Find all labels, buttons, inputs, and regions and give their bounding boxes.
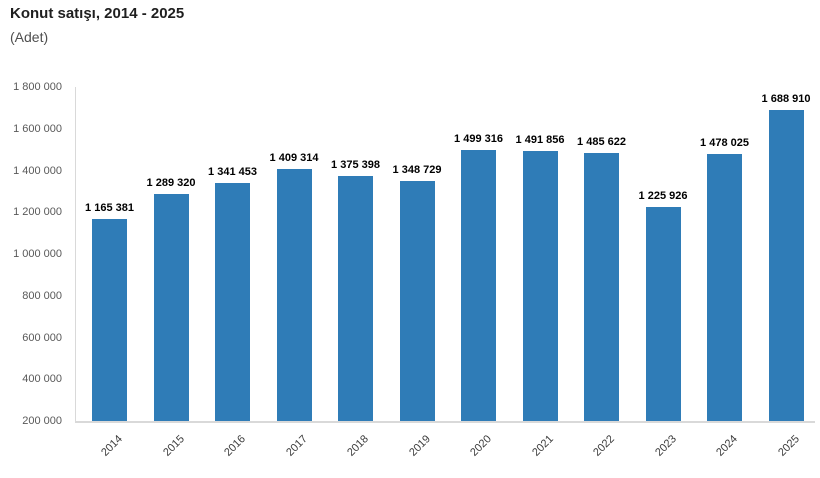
data-label-2014: 1 165 381: [85, 202, 134, 215]
x-axis-label-2021: 2021: [529, 433, 556, 459]
x-axis-label-2023: 2023: [652, 433, 679, 459]
chart-subtitle: (Adet): [10, 29, 49, 45]
data-label-2018: 1 375 398: [331, 158, 380, 171]
chart-title: Konut satışı, 2014 - 2025: [10, 5, 185, 22]
y-axis-tick-label: 200 000: [22, 415, 62, 427]
data-label-2015: 1 289 320: [146, 176, 196, 189]
x-axis-label-2020: 2020: [468, 433, 494, 459]
bar-2014[interactable]: [92, 219, 127, 421]
y-axis-tick-label: 800 000: [22, 289, 62, 302]
y-axis-tick-label: 1 400 000: [13, 164, 62, 177]
bar-2025[interactable]: [768, 110, 804, 421]
x-axis-label-2018: 2018: [345, 433, 371, 459]
bar-2020[interactable]: [461, 149, 496, 421]
x-axis-label-2019: 2019: [406, 433, 433, 459]
bar-2023[interactable]: [645, 206, 681, 421]
x-axis-label-2022: 2022: [591, 433, 617, 459]
y-axis-tick-label: 1 600 000: [13, 122, 62, 135]
x-axis-label-2014: 2014: [99, 433, 125, 459]
data-label-2024: 1 478 025: [700, 137, 749, 150]
y-axis-tick-label: 1 800 000: [13, 81, 62, 93]
bar-2015[interactable]: [153, 193, 189, 421]
bar-2019[interactable]: [399, 181, 435, 421]
y-axis-tick-label: 600 000: [22, 331, 62, 344]
bar-2016[interactable]: [215, 182, 250, 421]
data-label-2020: 1 499 316: [454, 132, 503, 145]
y-axis-line: [75, 87, 76, 422]
x-axis-label-2016: 2016: [222, 433, 248, 459]
data-label-2016: 1 341 453: [208, 165, 257, 178]
x-axis-line: [75, 421, 815, 423]
bar-2022[interactable]: [584, 152, 619, 421]
x-axis-label-2024: 2024: [714, 433, 740, 459]
data-label-2025: 1 688 910: [761, 93, 811, 106]
x-axis-label-2025: 2025: [775, 433, 802, 459]
y-axis-tick-label: 1 200 000: [13, 206, 62, 219]
data-label-2017: 1 409 314: [269, 151, 319, 164]
y-axis-tick-label: 1 000 000: [13, 248, 62, 260]
data-label-2019: 1 348 729: [392, 164, 442, 177]
data-label-2021: 1 491 856: [515, 134, 565, 147]
bar-2024[interactable]: [707, 154, 742, 421]
x-axis-label-2017: 2017: [283, 433, 310, 459]
data-label-2022: 1 485 622: [577, 135, 626, 148]
data-label-2023: 1 225 926: [638, 189, 688, 202]
bar-2018[interactable]: [338, 175, 373, 421]
bar-2017[interactable]: [276, 168, 312, 421]
y-axis-tick-label: 400 000: [22, 373, 62, 386]
x-axis-label-2015: 2015: [160, 433, 187, 459]
bar-2021[interactable]: [522, 151, 558, 421]
